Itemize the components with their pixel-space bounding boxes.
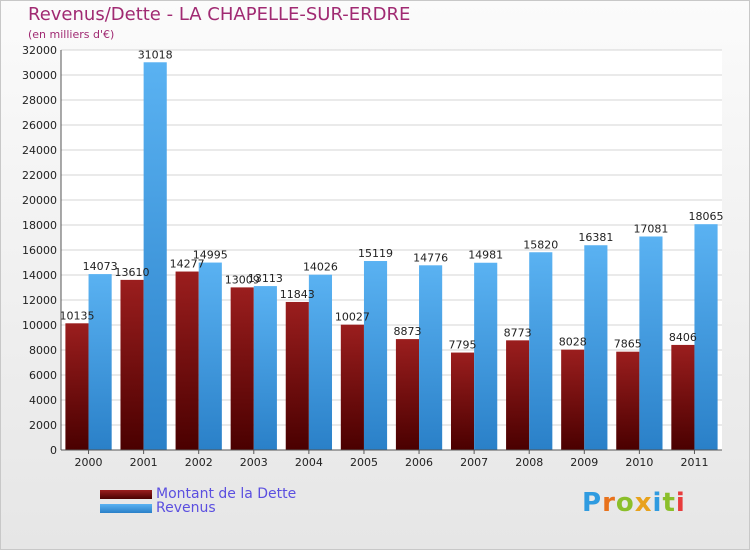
y-tick-label: 24000 xyxy=(22,144,57,157)
value-label-revenus: 14995 xyxy=(193,249,228,262)
bar-revenus xyxy=(198,262,222,450)
legend-item-revenus: Revenus xyxy=(100,500,216,516)
bar-revenus xyxy=(363,261,388,450)
value-label-dette: 13009 xyxy=(225,273,260,286)
x-tick-label: 2003 xyxy=(240,456,268,469)
y-tick-label: 4000 xyxy=(29,394,57,407)
bar-dette xyxy=(671,344,695,450)
y-tick-label: 26000 xyxy=(22,119,57,132)
y-tick-label: 6000 xyxy=(29,369,57,382)
value-label-dette: 14277 xyxy=(170,258,205,271)
logo-letter: t xyxy=(662,488,676,518)
value-label-dette: 8028 xyxy=(559,336,587,349)
chart-title: Revenus/Dette - LA CHAPELLE-SUR-ERDRE xyxy=(28,4,411,25)
bar-dette xyxy=(340,324,364,450)
logo-letter: x xyxy=(634,488,653,518)
value-label-revenus: 14026 xyxy=(303,261,338,274)
logo-letter: o xyxy=(615,488,635,518)
value-label-dette: 13610 xyxy=(115,266,150,279)
value-label-revenus: 17081 xyxy=(633,222,668,235)
value-label-dette: 7795 xyxy=(449,339,477,352)
value-label-revenus: 14776 xyxy=(413,251,448,264)
bar-revenus xyxy=(88,274,112,450)
x-tick-label: 2008 xyxy=(515,456,543,469)
value-label-revenus: 15119 xyxy=(358,247,393,260)
y-tick-label: 18000 xyxy=(22,219,57,232)
bar-dette xyxy=(285,301,309,450)
value-label-dette: 8873 xyxy=(393,325,421,338)
bar-dette xyxy=(175,271,199,450)
x-tick-label: 2004 xyxy=(295,456,323,469)
bar-revenus xyxy=(474,262,498,450)
bar-revenus xyxy=(584,245,608,450)
value-label-revenus: 14073 xyxy=(83,260,118,273)
value-label-dette: 8406 xyxy=(669,331,697,344)
bar-revenus xyxy=(419,265,443,450)
y-tick-label: 16000 xyxy=(22,244,57,257)
y-tick-label: 14000 xyxy=(22,269,57,282)
bar-dette xyxy=(230,287,254,450)
logo-letter: i xyxy=(652,488,663,518)
bar-dette xyxy=(450,352,475,450)
y-tick-label: 22000 xyxy=(22,169,57,182)
bar-revenus xyxy=(143,62,167,451)
value-label-dette: 11843 xyxy=(280,288,315,301)
bar-dette xyxy=(65,323,89,450)
legend-item-dette: Montant de la Dette xyxy=(100,486,297,502)
x-tick-label: 2007 xyxy=(460,456,488,469)
legend-label-dette: Montant de la Dette xyxy=(156,486,297,502)
value-label-revenus: 16381 xyxy=(578,231,613,244)
logo-letter: P xyxy=(582,488,603,518)
bar-dette xyxy=(506,340,530,450)
value-label-dette: 7865 xyxy=(614,338,642,351)
bar-dette xyxy=(616,351,640,450)
y-tick-label: 32000 xyxy=(22,44,57,57)
value-label-dette: 10135 xyxy=(59,309,94,322)
value-label-dette: 8773 xyxy=(504,326,532,339)
x-tick-label: 2002 xyxy=(185,456,213,469)
legend-swatch-revenus xyxy=(100,503,152,513)
x-tick-label: 2000 xyxy=(75,456,103,469)
bar-revenus xyxy=(253,286,277,450)
proxiti-logo: Proxiti xyxy=(582,488,686,518)
bar-revenus xyxy=(529,252,553,450)
x-tick-label: 2006 xyxy=(405,456,433,469)
y-tick-label: 0 xyxy=(50,444,57,457)
y-tick-label: 20000 xyxy=(22,194,57,207)
y-tick-label: 12000 xyxy=(22,294,57,307)
value-label-revenus: 15820 xyxy=(523,238,558,251)
x-tick-label: 2005 xyxy=(350,456,378,469)
y-tick-label: 28000 xyxy=(22,94,57,107)
logo-letter: i xyxy=(675,488,686,518)
y-tick-label: 8000 xyxy=(29,344,57,357)
y-tick-label: 30000 xyxy=(22,69,57,82)
value-label-revenus: 14981 xyxy=(468,249,503,262)
value-label-revenus: 31018 xyxy=(138,48,173,61)
chart-subtitle: (en milliers d'€) xyxy=(28,28,115,41)
x-tick-label: 2001 xyxy=(130,456,158,469)
y-tick-label: 2000 xyxy=(29,419,57,432)
value-label-revenus: 18065 xyxy=(689,210,724,223)
value-label-dette: 10027 xyxy=(335,311,370,324)
logo-letter: r xyxy=(602,488,616,518)
value-label-revenus: 13113 xyxy=(248,272,283,285)
bar-revenus xyxy=(639,236,663,450)
bar-dette xyxy=(395,339,420,450)
x-tick-label: 2011 xyxy=(680,456,708,469)
bar-revenus xyxy=(308,274,333,450)
bar-dette xyxy=(120,279,144,450)
bar-revenus xyxy=(694,224,718,450)
x-tick-label: 2009 xyxy=(570,456,598,469)
bar-dette xyxy=(561,349,585,450)
y-tick-label: 10000 xyxy=(22,319,57,332)
x-tick-label: 2010 xyxy=(625,456,653,469)
legend-swatch-dette xyxy=(100,489,152,499)
legend-label-revenus: Revenus xyxy=(156,500,216,516)
